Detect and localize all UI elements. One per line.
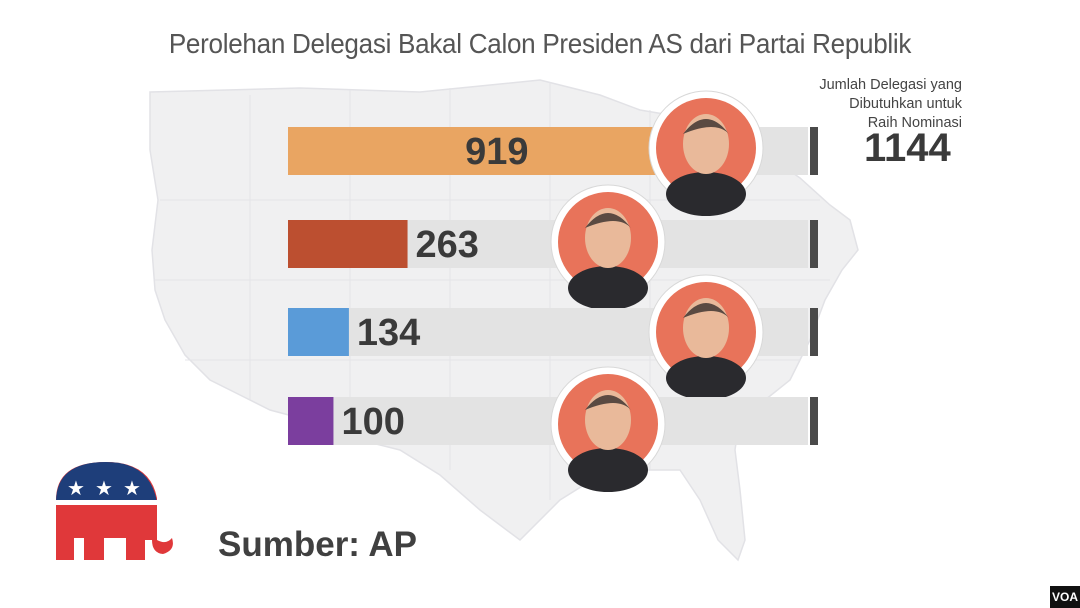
- svg-text:★: ★: [123, 478, 141, 500]
- voa-watermark: VOA: [1050, 586, 1080, 608]
- bar: [288, 127, 706, 175]
- bar-track: [288, 397, 808, 445]
- republican-elephant-icon: ★ ★ ★: [56, 462, 173, 560]
- bar: [288, 220, 408, 268]
- bar: [288, 308, 349, 356]
- bar-value-label: 263: [416, 224, 479, 266]
- bar-value-label: 100: [341, 401, 404, 443]
- candidate-photo: [550, 184, 666, 310]
- candidate-photo: [648, 90, 764, 216]
- target-marker: [810, 127, 818, 175]
- source-label: Sumber: AP: [218, 525, 418, 564]
- target-marker: [810, 220, 818, 268]
- target-marker: [810, 308, 818, 356]
- target-label: Jumlah Delegasi yang Dibutuhkan untuk Ra…: [819, 77, 962, 131]
- target-marker: [810, 397, 818, 445]
- bar-value-label: 919: [465, 131, 528, 173]
- bar: [288, 397, 334, 445]
- candidate-photo: [648, 274, 764, 400]
- candidate-photo: [550, 366, 666, 492]
- bar-row: 263: [288, 184, 818, 310]
- bar-row: 919: [288, 90, 818, 216]
- bar-row: 134: [288, 274, 818, 400]
- bar-value-label: 134: [357, 312, 420, 354]
- target-value: 1144: [864, 126, 951, 170]
- svg-text:★: ★: [95, 478, 113, 500]
- svg-text:★: ★: [67, 478, 85, 500]
- bar-row: 100: [288, 366, 818, 492]
- chart-title: Perolehan Delegasi Bakal Calon Presiden …: [168, 28, 912, 59]
